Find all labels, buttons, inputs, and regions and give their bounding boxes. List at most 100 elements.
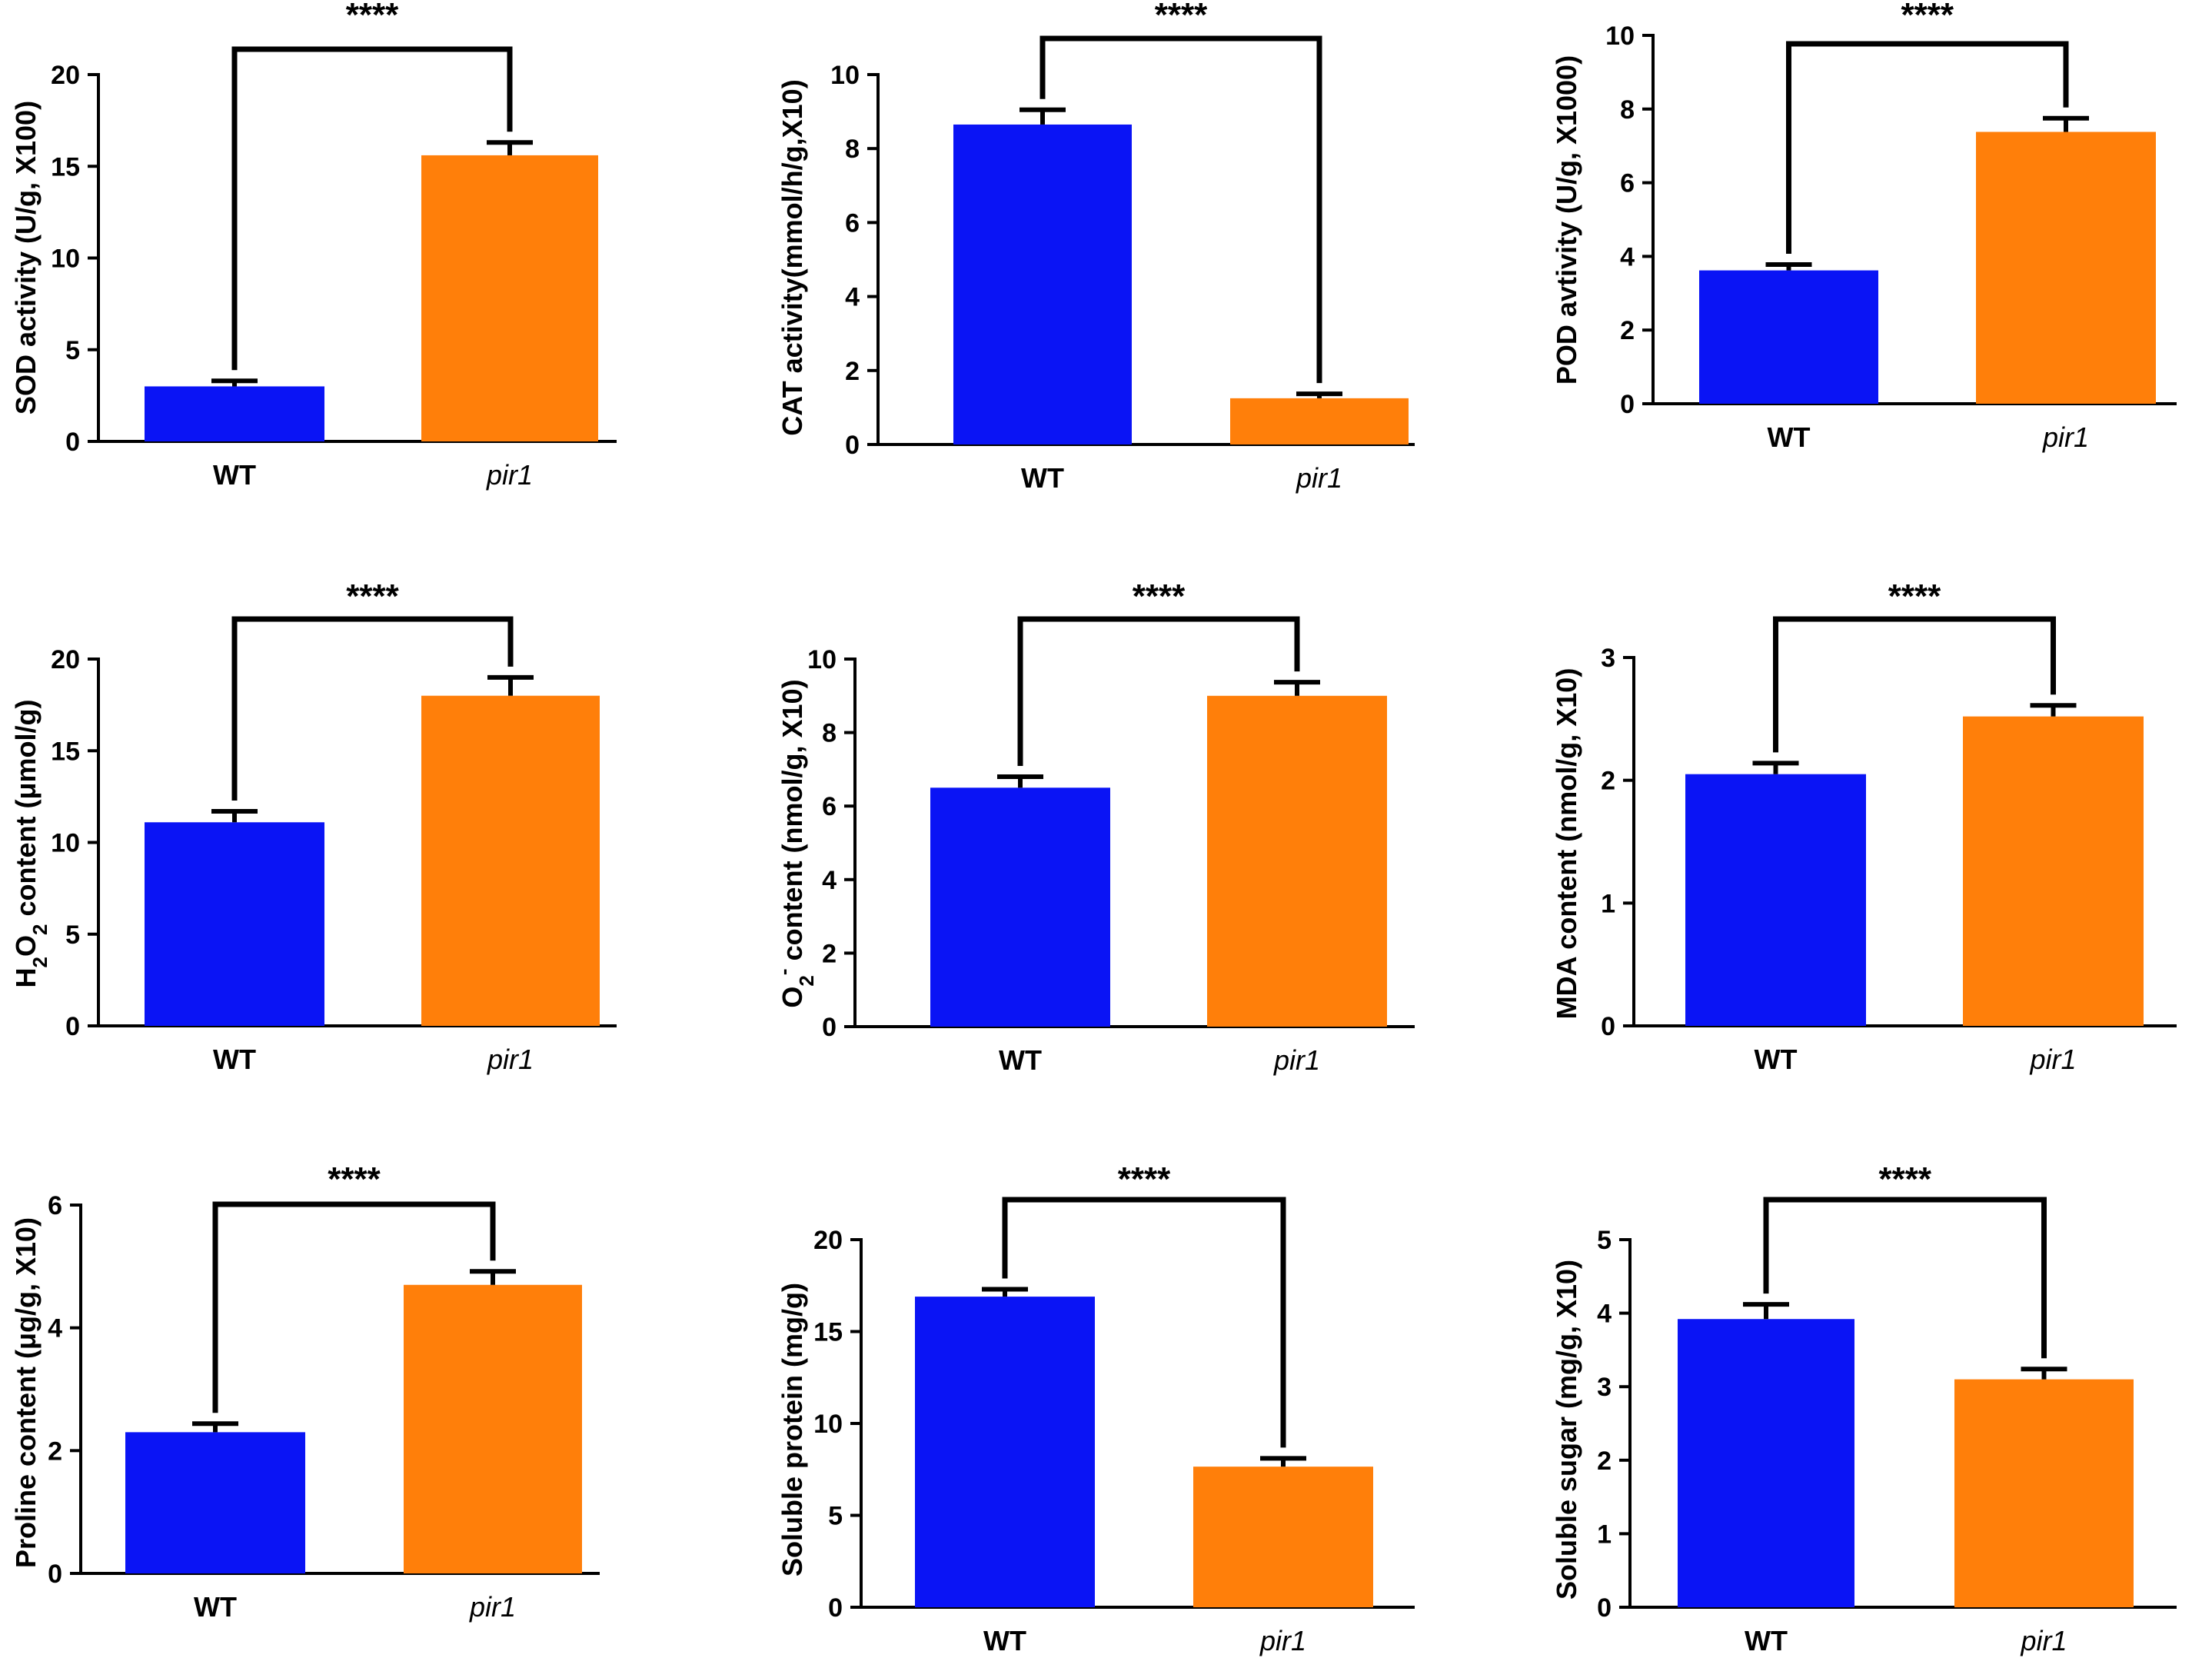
y-tick-label: 0 [828,1593,843,1623]
y-tick-label: 2 [1597,1447,1612,1476]
bar-pir1 [1193,1467,1373,1607]
y-tick-label: 6 [845,208,860,238]
y-tick-label: 2 [845,357,860,386]
y-tick-label: 4 [1597,1300,1612,1329]
y-tick-label: 4 [845,283,860,312]
x-category-label: WT [999,1044,1042,1076]
y-axis-label: Proline content (μg/g, X10) [10,1217,42,1568]
chart-panel-9: 0 1 2 3 4 5 Soluble sugar (mg/g, X10) WT pir1 ***… [1551,1160,2177,1656]
y-tick-label: 5 [65,336,80,365]
bar-WT [145,822,324,1026]
bar-pir1 [421,155,598,441]
y-axis-label: MDA content (nmol/g, X10) [1551,668,1582,1020]
y-tick-label: 0 [1620,390,1635,419]
y-axis-label-part: O [10,935,42,957]
y-axis-label: Soluble sugar (mg/g, X10) [1551,1260,1582,1600]
x-category-label: pir1 [469,1591,516,1623]
y-tick-label: 3 [1597,1373,1612,1402]
x-category-label: pir1 [487,1044,534,1075]
y-tick-label: 5 [1597,1226,1612,1255]
y-axis-label-part: content (μmol/g) [10,700,42,924]
significance-bracket [1017,616,1300,766]
y-tick-label: 15 [51,737,80,766]
y-tick-label: 20 [51,61,80,90]
y-tick-label: 4 [48,1314,62,1343]
x-category-label: WT [1755,1044,1798,1075]
x-category-label: WT [1021,462,1064,494]
y-axis-label-part: 2 [795,975,818,986]
significance-label: **** [1118,1160,1171,1198]
y-axis-label: Soluble protein (mg/g) [777,1283,808,1576]
significance-bracket [231,616,514,801]
x-category-label: WT [1745,1625,1788,1656]
x-category-label: pir1 [1259,1625,1306,1656]
x-category-label: pir1 [486,459,533,491]
y-axis-label: SOD activity (U/g, X100) [10,101,42,414]
y-tick-label: 20 [813,1226,843,1255]
y-tick-label: 1 [1597,1520,1612,1549]
y-tick-label: 5 [65,921,80,950]
significance-bracket [212,1201,496,1413]
y-axis-label: O2- content (nmol/g, X10) [772,679,818,1007]
x-category-label: pir1 [2042,421,2089,453]
x-category-label: WT [213,1044,256,1075]
bar-WT [953,124,1132,444]
bar-WT [145,386,324,441]
significance-label: **** [1155,0,1208,34]
bar-pir1 [1976,132,2156,405]
y-tick-label: 6 [48,1191,62,1220]
x-category-label: pir1 [1273,1044,1320,1076]
y-axis-label-part: - [772,968,795,975]
y-tick-label: 2 [48,1437,62,1466]
significance-bracket [1773,616,2056,753]
significance-bracket [1039,35,1322,384]
x-category-label: WT [213,459,256,491]
bar-pir1 [1954,1379,2134,1607]
y-axis-label: POD avtivity (U/g, X1000) [1551,55,1582,385]
significance-label: **** [1888,578,1941,615]
x-category-label: pir1 [2020,1625,2067,1656]
y-tick-label: 0 [65,1012,80,1041]
y-tick-label: 0 [845,431,860,460]
significance-label: **** [1879,1160,1932,1198]
y-tick-label: 4 [1620,242,1635,271]
y-tick-label: 15 [813,1318,843,1347]
bar-pir1 [1963,716,2144,1026]
y-tick-label: 2 [1620,316,1635,345]
x-category-label: WT [983,1625,1026,1656]
y-axis-label-part: 2 [28,924,52,935]
y-tick-label: 2 [822,939,837,968]
significance-bracket [231,46,513,371]
y-axis-label: CAT activity(mmol/h/g,X10) [777,79,808,435]
chart-panel-6: 0 1 2 3 MDA content (nmol/g, X10) WT pir1 **** [1551,578,2177,1075]
chart-panel-2: 0 2 4 6 8 10 CAT activity(mmol/h/g,X10) WT pir1 *… [777,0,1415,494]
y-axis-label-part: 2 [28,957,52,967]
y-tick-label: 6 [822,792,837,821]
y-tick-label: 1 [1601,889,1615,918]
y-tick-label: 4 [822,866,837,895]
bar-pir1 [1230,398,1409,444]
significance-bracket [1002,1197,1286,1448]
y-axis-label-part: content (nmol/g, X10) [777,679,808,968]
significance-label: **** [1133,578,1186,615]
significance-bracket [1786,41,2069,254]
bar-pir1 [1207,695,1387,1027]
y-tick-label: 0 [822,1013,837,1042]
significance-label: **** [346,578,399,615]
y-axis-label: H2O2 content (μmol/g) [10,700,52,988]
y-tick-label: 10 [807,645,837,674]
significance-bracket [1763,1197,2047,1359]
y-tick-label: 15 [51,152,80,181]
x-category-label: WT [194,1591,237,1623]
y-tick-label: 20 [51,645,80,674]
bar-WT [1699,270,1878,404]
y-tick-label: 0 [65,428,80,457]
y-tick-label: 8 [1620,95,1635,125]
y-tick-label: 10 [1605,22,1635,51]
y-tick-label: 0 [48,1560,62,1589]
y-tick-label: 10 [51,245,80,274]
